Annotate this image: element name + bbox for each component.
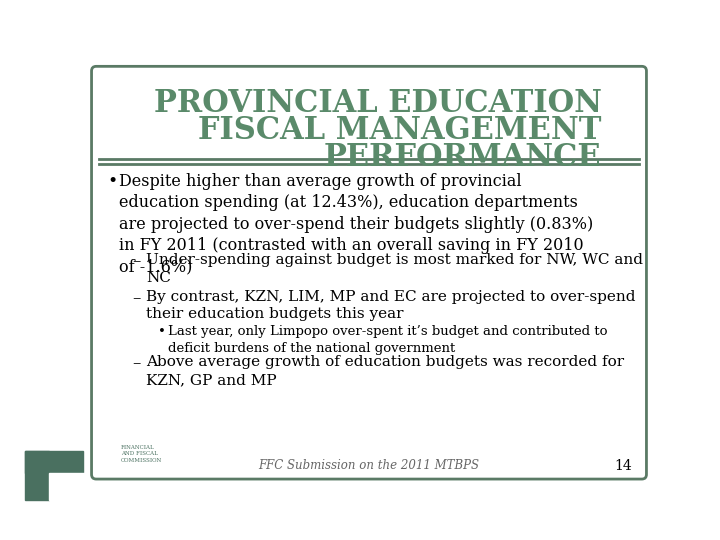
Text: By contrast, KZN, LIM, MP and EC are projected to over-spend
their education bud: By contrast, KZN, LIM, MP and EC are pro… xyxy=(145,289,635,321)
Text: –: – xyxy=(132,253,141,271)
Text: PERFORMANCE: PERFORMANCE xyxy=(324,142,601,173)
Text: Despite higher than average growth of provincial
education spending (at 12.43%),: Despite higher than average growth of pr… xyxy=(120,173,594,276)
Text: FISCAL MANAGEMENT: FISCAL MANAGEMENT xyxy=(198,115,601,146)
Text: Above average growth of education budgets was recorded for
KZN, GP and MP: Above average growth of education budget… xyxy=(145,355,624,387)
Text: •: • xyxy=(107,173,117,190)
Text: FFC Submission on the 2011 MTBPS: FFC Submission on the 2011 MTBPS xyxy=(258,459,480,472)
Bar xyxy=(24,451,84,472)
FancyBboxPatch shape xyxy=(91,66,647,479)
Text: –: – xyxy=(132,289,141,307)
Bar xyxy=(24,451,50,500)
Text: FINANCIAL
AND FISCAL
COMMISSION: FINANCIAL AND FISCAL COMMISSION xyxy=(121,445,162,463)
Bar xyxy=(50,472,85,500)
Text: Under-spending against budget is most marked for NW, WC and
NC: Under-spending against budget is most ma… xyxy=(145,253,643,285)
Text: –: – xyxy=(132,355,141,372)
Text: 14: 14 xyxy=(615,459,632,473)
Text: •: • xyxy=(158,325,166,338)
Text: Last year, only Limpopo over-spent it’s budget and contributed to
deficit burden: Last year, only Limpopo over-spent it’s … xyxy=(168,325,607,355)
Text: PROVINCIAL EDUCATION: PROVINCIAL EDUCATION xyxy=(153,88,601,119)
